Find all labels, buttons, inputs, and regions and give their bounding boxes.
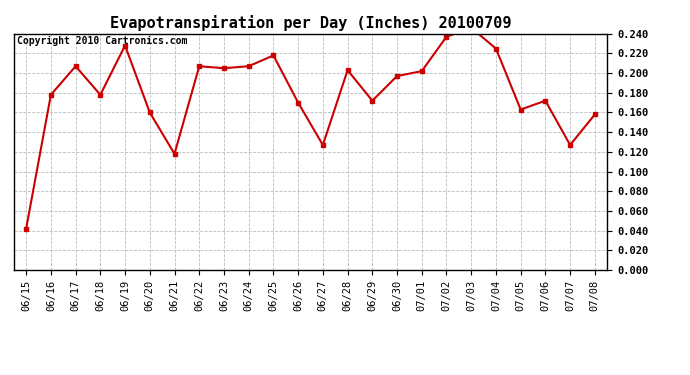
Title: Evapotranspiration per Day (Inches) 20100709: Evapotranspiration per Day (Inches) 2010…: [110, 15, 511, 31]
Text: Copyright 2010 Cartronics.com: Copyright 2010 Cartronics.com: [17, 36, 187, 46]
